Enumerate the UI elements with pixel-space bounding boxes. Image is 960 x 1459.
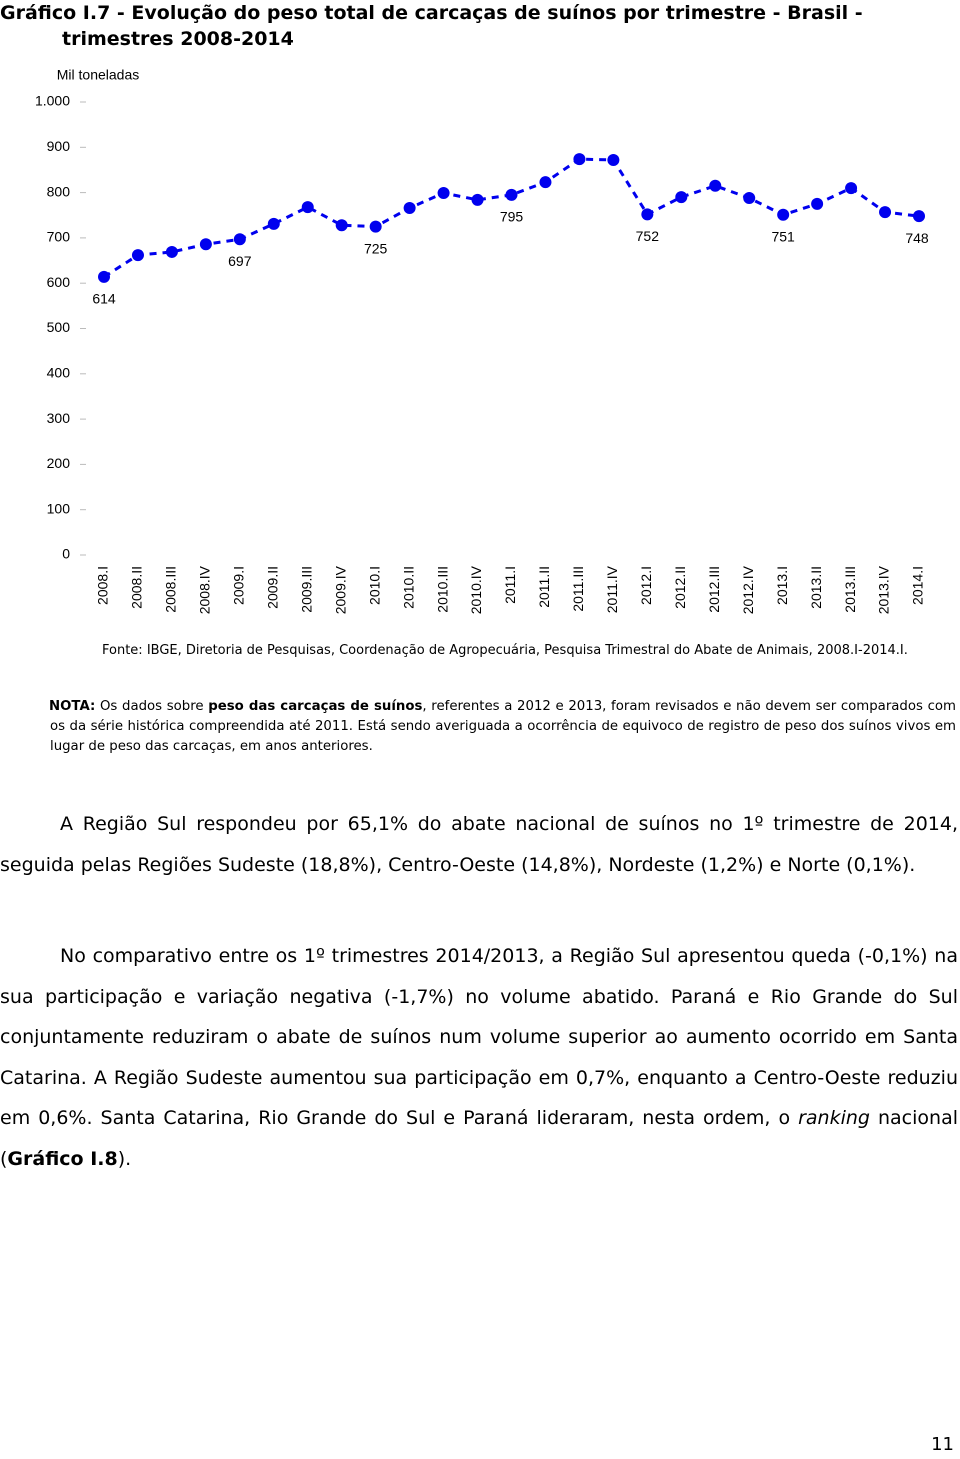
data-point — [369, 220, 382, 233]
data-point — [267, 217, 280, 230]
y-tick-label: 0 — [62, 546, 70, 562]
data-point — [471, 193, 484, 206]
paragraph-bold: Gráfico I.8 — [7, 1147, 118, 1170]
x-tick-label: 2013.IV — [876, 565, 892, 614]
y-tick-label: 500 — [47, 319, 71, 335]
y-tick-label: 200 — [47, 455, 71, 471]
chart-title: Gráfico I.7 - Evolução do peso total de … — [0, 0, 960, 52]
y-tick-label: 100 — [47, 500, 71, 516]
paragraph: No comparativo entre os 1º trimestres 20… — [0, 936, 958, 1179]
x-tick-label: 2011.III — [570, 566, 586, 612]
paragraph-text: ). — [117, 1147, 132, 1170]
data-point — [675, 191, 688, 204]
data-point — [811, 197, 824, 210]
page-number: 11 — [931, 1434, 954, 1455]
data-point — [199, 238, 212, 251]
x-tick-label: 2010.III — [434, 566, 450, 613]
data-label: 614 — [92, 291, 116, 307]
y-tick-label: 900 — [47, 138, 71, 154]
paragraph-text: nacional ( — [0, 1107, 958, 1170]
paragraph-text: No comparativo entre os 1º trimestres 20… — [0, 945, 958, 1129]
data-point — [233, 233, 246, 246]
x-tick-label: 2012.II — [672, 566, 688, 609]
x-tick-label: 2009.III — [298, 566, 314, 613]
y-axis-label: Mil toneladas — [57, 67, 140, 83]
x-tick-label: 2013.II — [808, 566, 824, 609]
source: Fonte: IBGE, Diretoria de Pesquisas, Coo… — [102, 643, 908, 658]
data-point — [539, 176, 552, 189]
y-tick-label: 600 — [47, 274, 71, 290]
x-tick-label: 2013.III — [842, 566, 858, 613]
x-tick-label: 2008.I — [95, 566, 111, 605]
x-tick-label: 2010.II — [400, 566, 416, 609]
data-point — [131, 249, 144, 262]
data-label: 752 — [636, 228, 660, 244]
data-point — [165, 245, 178, 258]
data-point — [607, 153, 620, 166]
data-point — [573, 153, 586, 166]
note-text: , referentes a 2012 e 2013, foram revisa… — [50, 699, 956, 754]
title-text: Gráfico I.7 - Evolução do peso total de … — [0, 2, 863, 50]
note-label: NOTA: — [49, 699, 96, 714]
data-point — [98, 270, 110, 283]
x-tick-label: 2012.III — [706, 566, 722, 613]
x-tick-label: 2011.II — [536, 566, 552, 608]
x-tick-label: 2010.I — [366, 566, 382, 605]
data-point — [913, 210, 925, 223]
x-tick-label: 2011.IV — [604, 565, 620, 613]
data-label: 751 — [771, 229, 795, 245]
x-tick-label: 2013.I — [774, 566, 790, 605]
data-label: 697 — [228, 253, 252, 269]
x-tick-label: 2009.II — [264, 566, 280, 609]
x-tick-label: 2009.I — [231, 566, 247, 605]
y-tick-label: 700 — [47, 229, 71, 245]
note-text: Os dados sobre — [95, 699, 209, 714]
y-tick-label: 800 — [47, 183, 71, 199]
data-point — [709, 179, 722, 192]
x-tick-label: 2008.IV — [197, 565, 213, 614]
x-tick-label: 2010.IV — [468, 565, 484, 614]
x-tick-label: 2011.I — [502, 566, 518, 604]
y-tick-label: 400 — [47, 365, 71, 381]
paragraph-italic: ranking — [798, 1107, 870, 1129]
x-tick-label: 2008.II — [129, 566, 145, 609]
data-point — [641, 208, 654, 221]
data-point — [879, 206, 892, 219]
data-point — [743, 192, 756, 205]
y-tick-label: 1.000 — [35, 93, 70, 109]
chart: Mil toneladas 0 100 200 300 400 500 600 700 800 9… — [35, 67, 929, 615]
data-point — [301, 201, 314, 214]
data-point — [777, 208, 790, 221]
data-point — [437, 187, 450, 200]
note-bold: peso das carcaças de suínos — [208, 699, 423, 714]
x-tick-label: 2014.I — [910, 566, 926, 605]
data-label: 795 — [500, 209, 524, 225]
data-point — [335, 219, 348, 232]
y-tick-label: 300 — [47, 410, 71, 426]
x-tick-label: 2009.IV — [332, 565, 348, 614]
x-tick-label: 2012.I — [638, 566, 654, 605]
data-label: 748 — [905, 230, 929, 246]
data-point — [403, 202, 416, 215]
data-point — [845, 182, 858, 195]
x-tick-label: 2008.III — [163, 566, 179, 613]
data-point — [505, 188, 518, 201]
data-label: 725 — [364, 240, 388, 256]
x-tick-label: 2012.IV — [740, 565, 756, 614]
paragraph: A Região Sul respondeu por 65,1% do abat… — [0, 813, 958, 876]
note: NOTA: Os dados sobre peso das carcaças d… — [49, 697, 956, 757]
